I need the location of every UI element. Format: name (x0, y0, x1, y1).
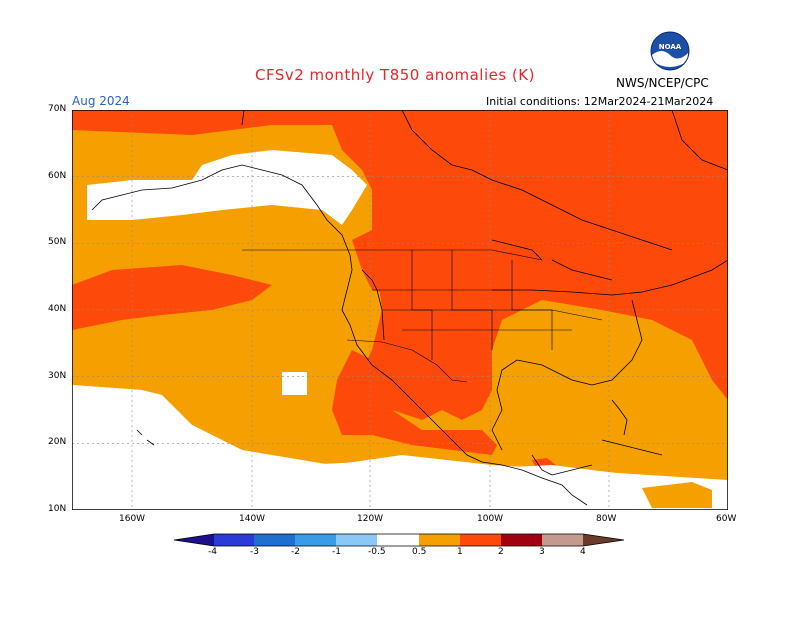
noaa-logo-icon: NOAA (650, 31, 690, 71)
lon-label: 60W (716, 514, 737, 524)
colorbar-swatch (542, 534, 583, 546)
lon-label: 120W (357, 514, 384, 524)
colorbar-label: 4 (580, 547, 586, 557)
lat-label: 70N (48, 104, 67, 114)
initial-conditions: Initial conditions: 12Mar2024-21Mar2024 (486, 95, 714, 108)
lat-label: 20N (48, 437, 67, 447)
colorbar-swatch (377, 534, 419, 546)
lat-label: 60N (48, 171, 67, 181)
colorbar-label: -3 (250, 547, 259, 557)
colorbar-label: -1 (332, 547, 341, 557)
colorbar-swatch (214, 534, 254, 546)
colorbar-label: -2 (291, 547, 300, 557)
colorbar-label: -4 (208, 547, 217, 557)
grid-lines (72, 110, 728, 510)
colorbar-lower-arrow (174, 534, 214, 546)
colorbar-swatch (336, 534, 377, 546)
coastlines (91, 110, 728, 506)
colorbar-swatch (419, 534, 460, 546)
lat-label: 40N (48, 304, 67, 314)
color-scale-bar (174, 533, 625, 547)
lat-label: 10N (48, 504, 67, 514)
map-title: CFSv2 monthly T850 anomalies (K) (255, 66, 535, 84)
colorbar-label: 3 (539, 547, 545, 557)
forecast-month: Aug 2024 (72, 94, 130, 108)
agency-label: NWS/NCEP/CPC (616, 76, 709, 90)
colorbar-swatch (254, 534, 295, 546)
colorbar-label: 2 (498, 547, 504, 557)
colorbar-upper-arrow (583, 534, 624, 546)
anomaly-map (72, 110, 728, 510)
lat-label: 30N (48, 371, 67, 381)
lon-label: 160W (119, 514, 146, 524)
colorbar-label: 0.5 (412, 547, 427, 557)
colorbar-label: 1 (457, 547, 463, 557)
political-borders (242, 249, 603, 383)
colorbar-swatch (295, 534, 336, 546)
lon-label: 140W (239, 514, 266, 524)
colorbar-label: -0.5 (368, 547, 386, 557)
anomaly-shading (72, 110, 728, 510)
colorbar-swatch (501, 534, 542, 546)
lon-label: 80W (596, 514, 617, 524)
svg-text:NOAA: NOAA (659, 43, 682, 51)
lat-label: 50N (48, 237, 67, 247)
lon-label: 100W (477, 514, 504, 524)
colorbar-swatch (460, 534, 501, 546)
